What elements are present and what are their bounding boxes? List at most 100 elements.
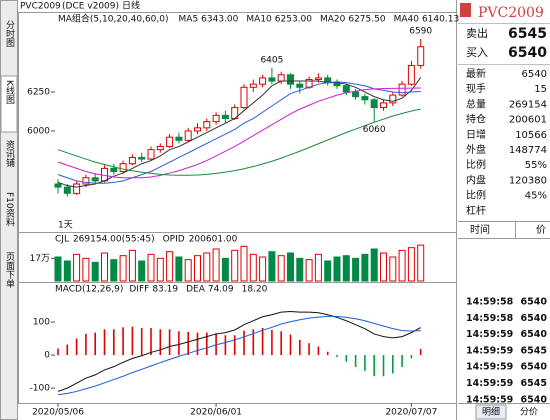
trade-price: 6540 [521, 313, 548, 324]
legend-name: DEA [186, 285, 206, 295]
period-label: 1天 [58, 221, 73, 231]
stat-value: 148774 [509, 145, 547, 156]
legend-name: DIFF [129, 285, 149, 295]
candle-body [73, 183, 81, 194]
volume-bar [203, 252, 211, 282]
extreme-label: 6405 [260, 55, 283, 65]
stat-label: 持仓 [466, 113, 486, 126]
trade-price: 6540 [521, 362, 548, 373]
volume-bar [417, 244, 425, 282]
tab-active[interactable] [475, 404, 507, 420]
volume-bar [82, 257, 90, 282]
volume-bar [240, 245, 248, 282]
quote-title: PVC2009 [478, 5, 544, 21]
stat-label: 内盘 [466, 173, 486, 186]
side-tab[interactable]: 分时图 [4, 20, 15, 48]
trade-time: 14:59:59 [466, 362, 513, 373]
candle-body [296, 83, 304, 88]
candle-body [268, 77, 276, 82]
extreme-label: 6590 [409, 26, 432, 36]
volume-bar [147, 253, 155, 282]
bottom-tab[interactable]: 明细 [482, 406, 500, 418]
stat-label: 杠杆 [466, 204, 486, 217]
volume-bar [249, 253, 257, 282]
volume-bar [194, 255, 201, 282]
volume-bar [277, 255, 285, 282]
trades-header: 时间 [470, 223, 490, 236]
candle-body [82, 177, 90, 185]
candle-body [63, 186, 71, 194]
volume-bar [91, 261, 99, 282]
stat-value: 55% [525, 160, 547, 171]
volume-bar [119, 255, 127, 282]
stat-value: 6540 [522, 69, 547, 80]
trade-time: 14:59:59 [466, 345, 513, 356]
volume-bar [184, 259, 192, 282]
y-tick-label: 17万 [30, 254, 50, 264]
legend-value: 74.09 [208, 285, 234, 295]
bottom-tab[interactable]: 分价 [520, 407, 538, 418]
legend-value: 6253.00 [275, 15, 312, 25]
side-tab[interactable]: F10资料 [4, 192, 15, 228]
stat-label: 最新 [466, 67, 486, 80]
header-exchange: (DCE v2009) [62, 2, 119, 12]
stat-label: 外盘 [466, 143, 486, 156]
candle-body [380, 102, 387, 109]
volume-title: CJL [55, 235, 69, 245]
volume-bar [380, 252, 387, 282]
quote-value: 6545 [508, 26, 547, 42]
trade-time: 14:59:59 [466, 329, 513, 340]
side-tab[interactable]: 页面下单 [4, 252, 15, 289]
volume-bar [221, 257, 229, 282]
volume-bar [324, 260, 332, 282]
candle-body [203, 121, 211, 129]
candle-body [54, 183, 62, 188]
volume-summary: 269154.00(55:45) [73, 235, 155, 245]
y-tick-label: 6000 [27, 126, 50, 136]
ma-line [57, 77, 422, 188]
candle-body [91, 177, 99, 182]
volume-bar [73, 253, 81, 282]
candle-body [417, 46, 425, 66]
side-tab[interactable]: 资讯铺 [4, 140, 15, 168]
volume-bar [166, 251, 174, 282]
volume-bar [352, 257, 360, 282]
legend-name: MA20 [320, 15, 346, 25]
trade-time: 14:59:59 [466, 378, 513, 389]
candle-body [277, 74, 285, 82]
volume-bar [361, 253, 369, 282]
volume-bar [342, 255, 350, 282]
volume-bar [54, 256, 62, 282]
legend-value: 6343.00 [201, 15, 238, 25]
candle-body [370, 99, 378, 109]
legend-value: 83.19 [152, 285, 178, 295]
candle-body [119, 163, 127, 173]
oi-title: OPID [163, 235, 185, 245]
volume-bar [231, 249, 239, 282]
stat-label: 日增 [466, 128, 486, 141]
volume-bar [268, 251, 276, 282]
legend-value: 6275.50 [348, 15, 385, 25]
legend-value: 6140.13 [422, 15, 459, 25]
macd-title: MACD(12,26,9) [55, 285, 123, 295]
volume-bar [296, 257, 304, 282]
candle-body [259, 77, 267, 85]
trades-header: 价 [536, 224, 546, 236]
trade-time: 14:59:58 [466, 297, 514, 308]
volume-bar [407, 247, 415, 282]
candle-body [166, 136, 174, 148]
oi-summary: 200601.00 [189, 235, 238, 245]
stat-value: 15 [534, 84, 547, 95]
ma-line [57, 87, 421, 179]
candle-body [352, 91, 360, 98]
stat-value: 10566 [515, 130, 547, 141]
ma-line [57, 81, 421, 184]
side-tab[interactable]: K线图 [4, 80, 15, 105]
stat-label: 比例 [466, 189, 486, 202]
candle-body [128, 156, 136, 165]
candle-body [240, 86, 248, 109]
macd-line [57, 310, 421, 392]
stat-label: 总量 [466, 97, 486, 110]
